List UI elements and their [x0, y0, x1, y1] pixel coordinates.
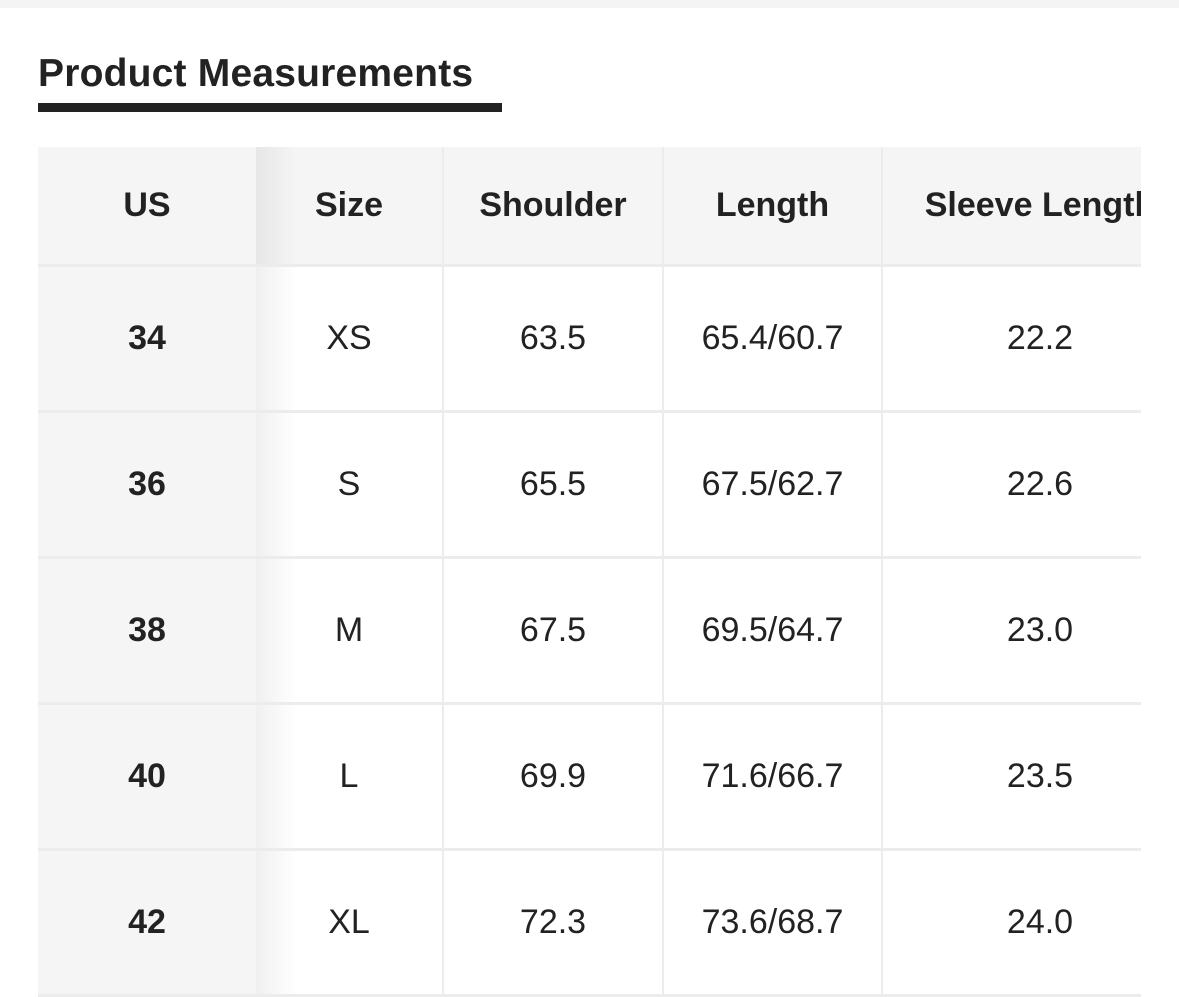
- cell-us: 42: [38, 849, 256, 997]
- cell-length: 71.6/66.7: [663, 703, 883, 851]
- page-title: Product Measurements: [38, 52, 474, 95]
- cell-sleeve-length: 22.6: [882, 411, 1141, 559]
- table-header-row: US Size Shoulder Length Sleeve Length: [38, 147, 1141, 267]
- cell-size: M: [256, 557, 444, 705]
- cell-length: 67.5/62.7: [663, 411, 883, 559]
- cell-sleeve-length: 22.2: [882, 265, 1141, 413]
- cell-sleeve-length: 24.0: [882, 849, 1141, 997]
- header-shoulder: Shoulder: [443, 147, 664, 267]
- title-underline: [38, 103, 502, 112]
- cell-size: XL: [256, 849, 444, 997]
- measurements-table-scroll[interactable]: US Size Shoulder Length Sleeve Length 34…: [38, 147, 1141, 997]
- table-row: 36 S 65.5 67.5/62.7 22.6: [38, 411, 1141, 559]
- cell-length: 73.6/68.7: [663, 849, 883, 997]
- cell-sleeve-length: 23.5: [882, 703, 1141, 851]
- header-sleeve-length: Sleeve Length: [882, 147, 1141, 267]
- cell-us: 36: [38, 411, 256, 559]
- cell-length: 69.5/64.7: [663, 557, 883, 705]
- table-row: 40 L 69.9 71.6/66.7 23.5: [38, 703, 1141, 851]
- cell-us: 40: [38, 703, 256, 851]
- table-row: 38 M 67.5 69.5/64.7 23.0: [38, 557, 1141, 705]
- cell-shoulder: 67.5: [443, 557, 664, 705]
- cell-size: L: [256, 703, 444, 851]
- cell-us: 38: [38, 557, 256, 705]
- cell-shoulder: 63.5: [443, 265, 664, 413]
- header-length: Length: [663, 147, 883, 267]
- cell-us: 34: [38, 265, 256, 413]
- header-size: Size: [256, 147, 444, 267]
- cell-size: XS: [256, 265, 444, 413]
- cell-shoulder: 69.9: [443, 703, 664, 851]
- top-band: [0, 0, 1179, 8]
- cell-size: S: [256, 411, 444, 559]
- cell-sleeve-length: 23.0: [882, 557, 1141, 705]
- table-row: 42 XL 72.3 73.6/68.7 24.0: [38, 849, 1141, 997]
- cell-length: 65.4/60.7: [663, 265, 883, 413]
- table-row: 34 XS 63.5 65.4/60.7 22.2: [38, 265, 1141, 413]
- cell-shoulder: 65.5: [443, 411, 664, 559]
- header-us: US: [38, 147, 256, 267]
- cell-shoulder: 72.3: [443, 849, 664, 997]
- measurements-table: US Size Shoulder Length Sleeve Length 34…: [38, 147, 1141, 997]
